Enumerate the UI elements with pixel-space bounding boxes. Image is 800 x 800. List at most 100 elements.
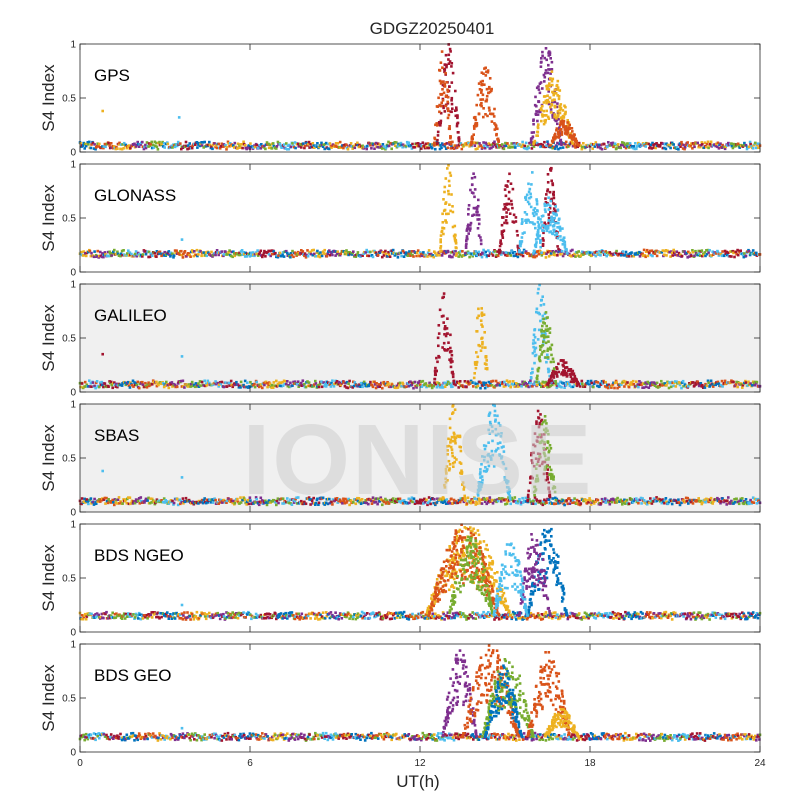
data-point — [284, 147, 287, 150]
data-point — [433, 141, 436, 145]
data-point — [167, 502, 171, 505]
data-point — [533, 496, 537, 499]
data-point — [543, 381, 546, 384]
data-point — [197, 502, 200, 505]
data-point — [515, 142, 519, 145]
data-point — [93, 250, 96, 253]
data-point — [547, 196, 550, 199]
data-point — [566, 119, 569, 122]
data-point — [547, 63, 550, 67]
data-point — [566, 381, 570, 384]
data-point — [85, 142, 89, 146]
data-point — [701, 254, 704, 258]
data-point — [342, 497, 345, 501]
data-point — [575, 142, 579, 146]
data-point — [103, 496, 107, 500]
data-point — [599, 146, 602, 150]
data-point — [341, 502, 344, 505]
data-point — [471, 381, 474, 384]
data-point — [148, 255, 152, 259]
data-point — [577, 500, 581, 503]
data-point — [308, 252, 311, 255]
data-point — [173, 383, 177, 387]
data-point — [467, 207, 470, 211]
data-point — [453, 237, 457, 240]
data-point — [630, 251, 633, 254]
data-point — [563, 361, 566, 365]
data-point — [373, 249, 376, 253]
data-point — [535, 141, 539, 145]
data-point — [433, 373, 437, 376]
data-point — [450, 96, 454, 100]
data-point — [528, 202, 531, 206]
data-point — [621, 499, 625, 503]
data-point — [122, 249, 125, 252]
data-point — [429, 252, 433, 256]
data-point — [493, 414, 496, 417]
data-point — [447, 58, 450, 61]
data-point — [440, 101, 443, 105]
data-point — [698, 254, 702, 257]
data-point — [615, 146, 618, 150]
data-point — [555, 129, 558, 132]
data-point — [608, 502, 612, 506]
data-point — [228, 142, 232, 145]
data-point — [492, 403, 495, 407]
data-point — [562, 369, 565, 372]
data-point — [627, 385, 631, 389]
data-point — [83, 147, 86, 150]
data-point — [231, 255, 234, 259]
data-point — [518, 500, 522, 503]
data-point — [507, 190, 511, 194]
data-point — [487, 254, 491, 257]
data-point — [258, 143, 262, 147]
data-point — [500, 446, 504, 449]
data-point — [675, 380, 679, 384]
data-point — [479, 98, 482, 101]
data-point — [169, 255, 172, 258]
data-point — [450, 65, 453, 68]
data-point — [540, 215, 544, 218]
data-point — [99, 500, 102, 503]
data-point — [94, 147, 97, 151]
data-point — [564, 105, 567, 109]
data-point — [551, 357, 555, 361]
data-point — [653, 384, 657, 387]
data-point — [569, 375, 573, 378]
data-point — [139, 143, 143, 146]
data-point — [80, 250, 83, 254]
data-point — [648, 501, 651, 505]
data-point — [315, 145, 319, 148]
data-point — [441, 501, 445, 504]
data-point — [451, 210, 455, 214]
data-point — [478, 380, 481, 384]
data-point — [317, 252, 321, 255]
data-point — [621, 141, 624, 144]
data-point — [504, 383, 508, 386]
data-point — [451, 225, 455, 229]
data-point — [179, 142, 182, 145]
data-point — [524, 384, 528, 388]
data-point — [210, 250, 213, 254]
data-point — [481, 325, 484, 328]
data-point — [479, 471, 482, 474]
data-point — [606, 383, 609, 387]
data-point — [741, 253, 745, 256]
data-point — [653, 142, 657, 146]
data-point — [690, 254, 693, 258]
data-point — [557, 134, 561, 137]
data-point — [448, 502, 452, 505]
data-point — [275, 503, 278, 507]
data-point — [289, 381, 292, 385]
data-point — [548, 331, 552, 334]
scatter-points-galileo — [78, 283, 762, 390]
data-point — [407, 497, 411, 501]
data-point — [553, 117, 557, 121]
data-point — [89, 381, 93, 385]
data-point — [546, 349, 549, 352]
data-point — [419, 498, 422, 502]
data-point — [538, 143, 541, 146]
data-point — [601, 382, 604, 385]
data-point — [642, 248, 646, 252]
data-point — [451, 71, 455, 75]
